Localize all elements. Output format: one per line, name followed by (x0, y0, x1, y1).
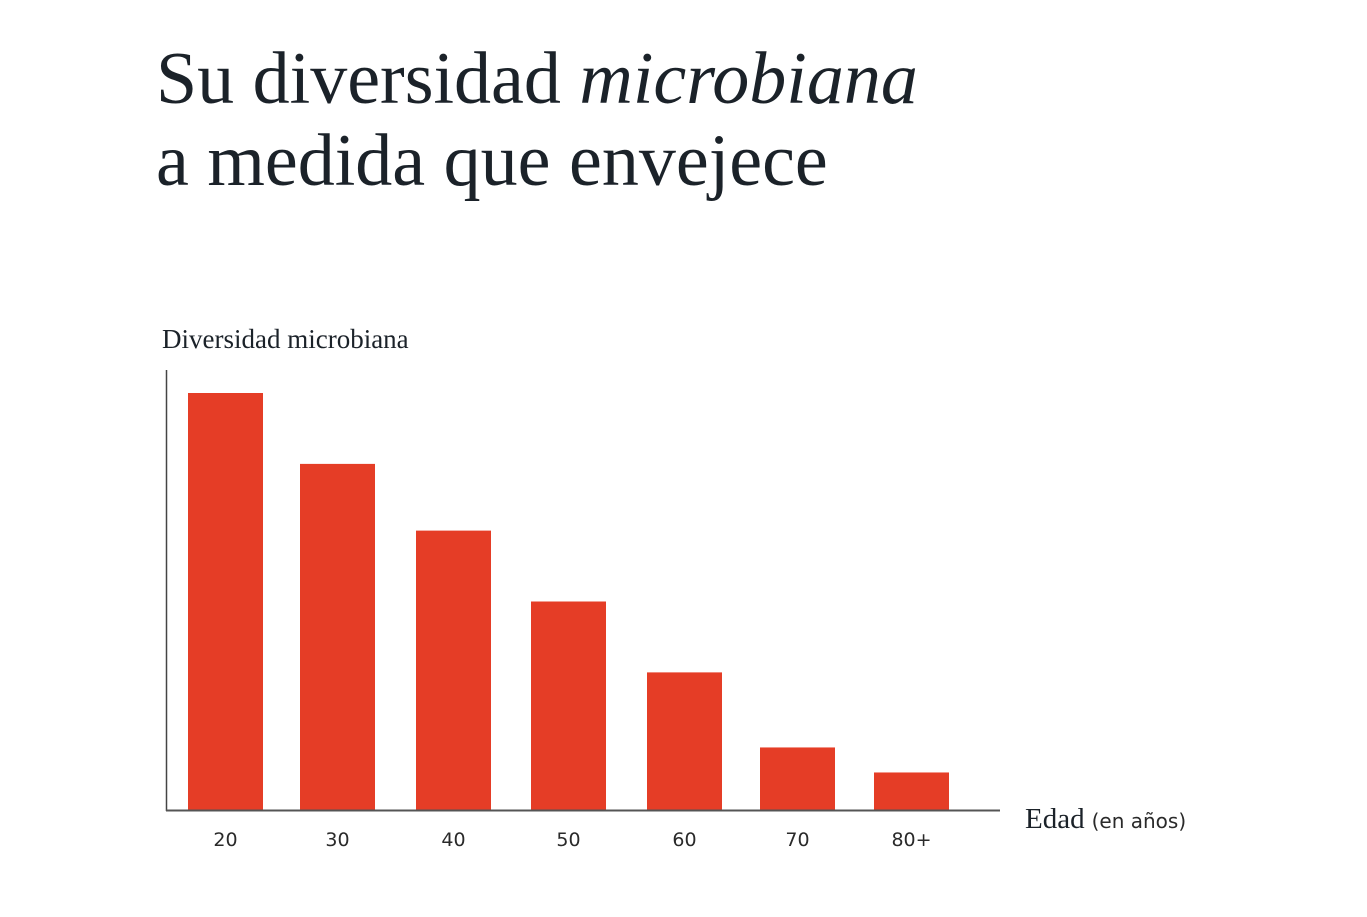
title-line2: a medida que envejece (156, 120, 828, 202)
x-tick-label: 40 (441, 829, 465, 851)
x-tick-label: 30 (325, 829, 349, 851)
x-tick-label: 70 (785, 829, 809, 851)
bar-60 (647, 672, 722, 810)
x-tick-label: 20 (213, 829, 237, 851)
chart-title: Su diversidad microbiana a medida que env… (156, 38, 918, 202)
x-tick-label: 60 (672, 829, 696, 851)
x-axis-label: Edad (en años) (1025, 803, 1186, 835)
x-axis-label-text: Edad (1025, 803, 1085, 835)
x-tick-label: 80+ (891, 829, 931, 851)
bar-40 (416, 530, 491, 810)
title-italic: microbiana (579, 38, 918, 120)
x-tick-label: 50 (556, 829, 580, 851)
title-text: Su diversidad (156, 38, 580, 120)
x-axis-unit: (en años) (1092, 809, 1187, 833)
bar-70 (760, 747, 835, 810)
bar-30 (300, 463, 375, 810)
bar-20 (188, 393, 263, 810)
y-axis-label: Diversidad microbiana (162, 324, 409, 354)
bar-80+ (874, 772, 949, 810)
bar-50 (531, 601, 606, 810)
